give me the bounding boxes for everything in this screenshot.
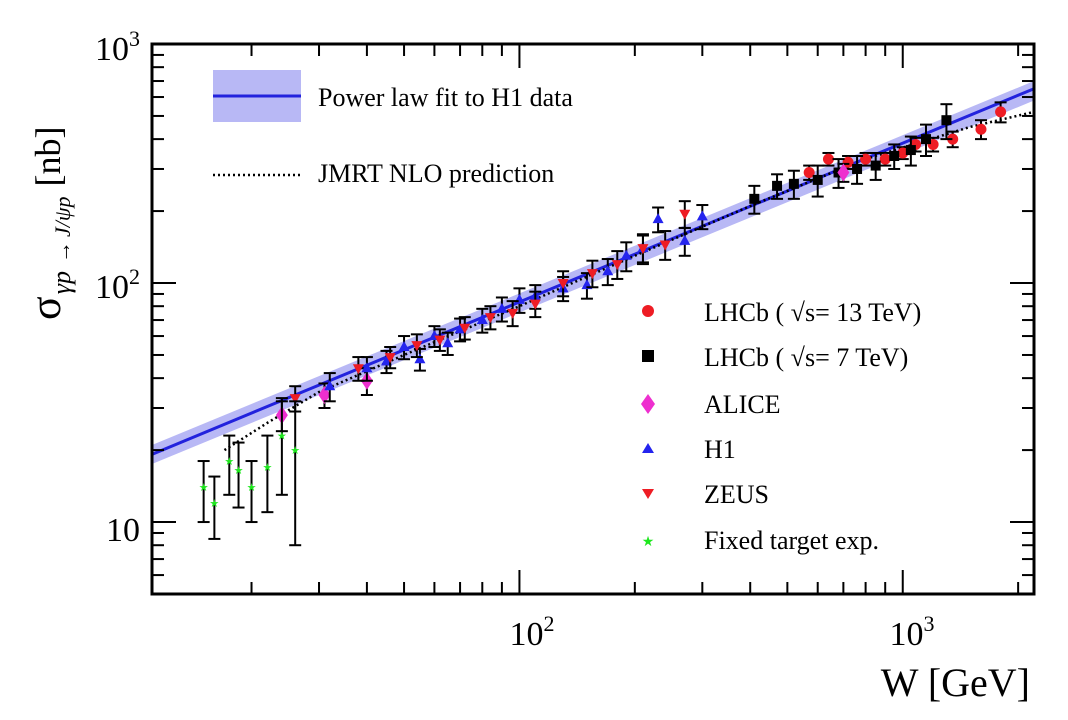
data-point: ★ [234, 465, 244, 477]
data-point [529, 299, 541, 310]
data-point [696, 210, 708, 221]
data-point: ★ [209, 498, 219, 510]
data-point [557, 279, 569, 290]
data-point [941, 115, 952, 126]
data-point [476, 314, 488, 325]
data-point [637, 244, 649, 255]
y-axis-title: σγp→J/ψp[nb] [21, 127, 76, 321]
jmrt-prediction-line [223, 110, 1034, 452]
x-tick-label-100: 102 [510, 611, 555, 653]
legend-jmrt-label: JMRT NLO prediction [318, 159, 554, 188]
data-point [812, 174, 823, 185]
data-point [921, 134, 932, 145]
legend-alice-marker [641, 394, 655, 414]
data-point [822, 153, 834, 165]
legend-fit-label: Power law fit to H1 data [318, 83, 573, 112]
data-point [289, 394, 301, 405]
legend-lhcb7-label: LHCb ( √s= 7 TeV) [704, 343, 908, 372]
data-point [879, 153, 891, 165]
data-point [749, 193, 760, 204]
series-h1 [323, 204, 709, 403]
series-zeus [289, 200, 691, 413]
data-point [803, 166, 815, 178]
data-point: ★ [199, 482, 209, 494]
data-point [484, 313, 496, 324]
data-point [318, 386, 331, 405]
data-point [361, 362, 373, 373]
data-point [602, 265, 614, 276]
data-point [442, 337, 454, 348]
plot-frame [150, 42, 1036, 596]
data-point [975, 123, 987, 135]
data-point [995, 106, 1007, 118]
legend-zeus-label: ZEUS [704, 480, 769, 509]
data-point [586, 269, 598, 280]
data-point: ★ [262, 462, 272, 474]
data-point [897, 147, 909, 159]
data-point [842, 156, 854, 168]
data-point [611, 260, 623, 271]
data-point [679, 234, 691, 245]
series-fixed-target-exp: ★★★★★★★★ [197, 397, 302, 547]
svg-text:σγp→J/ψp[nb]: σγp→J/ψp[nb] [21, 127, 76, 321]
data-point [772, 180, 783, 191]
series-lhcb7 [748, 103, 953, 215]
data-point [324, 380, 336, 391]
data-point [837, 163, 850, 182]
legend-series: LHCb ( √s= 13 TeV) LHCb ( √s= 7 TeV) ALI… [641, 298, 921, 555]
data-point [620, 249, 632, 260]
legend-lhcb13-marker [642, 305, 654, 317]
legend-h1-label: H1 [704, 435, 736, 464]
legend-fixed-target-marker: ★ [642, 535, 655, 550]
data-point [507, 308, 519, 319]
data-point [905, 145, 916, 156]
legend-h1-marker [642, 443, 654, 453]
data-point: ★ [290, 445, 300, 457]
data-point [384, 353, 396, 364]
legend-top: Power law fit to H1 data JMRT NLO predic… [213, 70, 573, 188]
y-tick-label-10: 10 [106, 512, 140, 549]
data-point [352, 364, 364, 375]
data-point [434, 335, 446, 346]
data-point [947, 133, 959, 145]
data-point [870, 160, 881, 171]
y-tick-label-1000: 103 [95, 26, 140, 68]
data-point [411, 341, 423, 352]
data-point [398, 340, 410, 351]
x-tick-label-1000: 103 [890, 611, 935, 653]
data-point [414, 353, 426, 364]
legend-fixed-target-label: Fixed target exp. [704, 526, 879, 555]
data-point [788, 178, 799, 189]
data-point: ★ [224, 456, 234, 468]
data-point [889, 150, 900, 161]
data-point [659, 240, 671, 251]
data-point: ★ [277, 431, 287, 443]
data-point: ★ [247, 482, 257, 494]
x-axis-title: W [GeV] [881, 660, 1030, 705]
legend-alice-label: ALICE [704, 390, 781, 419]
data-point [852, 163, 863, 174]
y-tick-label-100: 102 [95, 264, 140, 306]
legend-lhcb7-marker [642, 350, 654, 362]
data-point [652, 213, 664, 224]
legend-lhcb13-label: LHCb ( √s= 13 TeV) [704, 298, 921, 327]
data-point [496, 302, 508, 313]
data-point [679, 209, 691, 220]
data-point [459, 323, 471, 334]
data-point [454, 323, 466, 334]
legend-zeus-marker [642, 489, 654, 499]
